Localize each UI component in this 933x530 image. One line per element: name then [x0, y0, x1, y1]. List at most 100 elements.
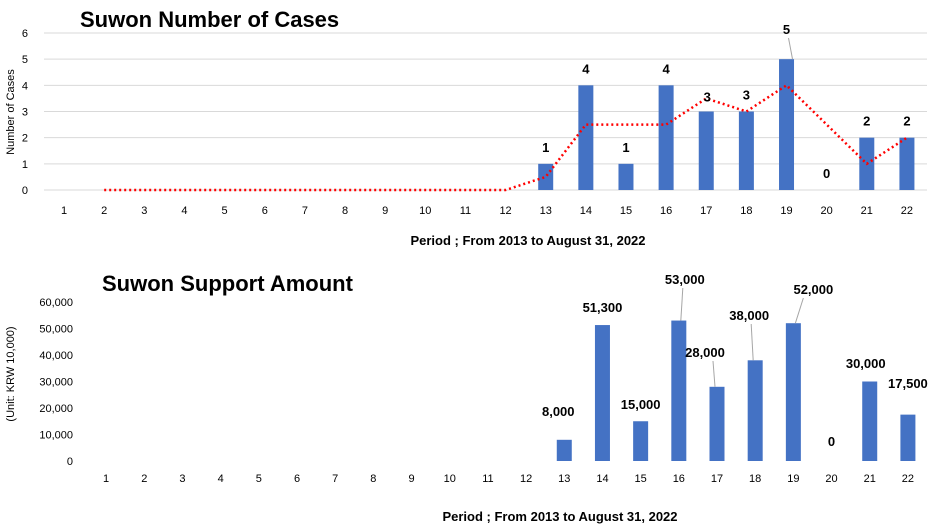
leader-line — [788, 37, 794, 60]
x-tick-label: 11 — [460, 205, 471, 217]
data-label: 30,000 — [846, 356, 886, 371]
x-tick-label: 10 — [419, 205, 431, 217]
x-tick-label: 9 — [382, 205, 388, 217]
leader-line — [794, 297, 804, 324]
x-axis-label: Period ; From 2013 to August 31, 2022 — [410, 233, 645, 248]
bar — [785, 323, 801, 461]
leader-line — [680, 287, 684, 321]
data-label: 4 — [662, 61, 670, 76]
x-tick-label: 20 — [825, 473, 837, 485]
x-tick-label: 9 — [408, 473, 414, 485]
y-axis-label: (Unit: KRW 10,000) — [5, 326, 17, 421]
data-label: 38,000 — [729, 308, 769, 323]
y-axis-label: Number of Cases — [5, 69, 17, 155]
y-tick-label: 6 — [22, 28, 28, 40]
x-tick-label: 1 — [61, 205, 67, 217]
x-tick-label: 8 — [370, 473, 376, 485]
data-label: 0 — [828, 434, 835, 449]
x-tick-label: 8 — [342, 205, 348, 217]
x-tick-label: 2 — [141, 473, 147, 485]
bar — [538, 163, 554, 190]
bar — [633, 421, 649, 461]
x-tick-label: 17 — [711, 473, 723, 485]
data-label: 15,000 — [621, 397, 661, 412]
y-tick-label: 0 — [67, 456, 73, 468]
x-tick-label: 14 — [580, 205, 592, 217]
x-tick-label: 6 — [294, 473, 300, 485]
chart-title: Suwon Number of Cases — [80, 7, 339, 32]
bar — [709, 386, 725, 461]
data-label: 51,300 — [583, 300, 623, 315]
x-tick-label: 11 — [482, 473, 493, 485]
y-tick-label: 40,000 — [39, 350, 73, 362]
data-label: 28,000 — [685, 345, 725, 360]
data-label: 8,000 — [542, 404, 575, 419]
x-tick-label: 4 — [218, 473, 224, 485]
y-tick-label: 2 — [22, 133, 28, 145]
bar — [738, 111, 754, 190]
bar — [578, 85, 594, 190]
y-tick-label: 4 — [22, 80, 28, 92]
data-label: 52,000 — [793, 282, 833, 297]
data-label: 5 — [783, 22, 790, 37]
x-tick-label: 5 — [256, 473, 262, 485]
x-tick-label: 19 — [787, 473, 799, 485]
bar — [594, 325, 610, 461]
data-label: 4 — [582, 61, 590, 76]
x-tick-label: 14 — [596, 473, 608, 485]
bar — [899, 137, 915, 190]
x-tick-label: 1 — [103, 473, 109, 485]
x-tick-label: 12 — [520, 473, 532, 485]
x-tick-label: 6 — [262, 205, 268, 217]
x-tick-label: 22 — [901, 205, 913, 217]
support-amount-chart: Suwon Support Amount (Unit: KRW 10,000) … — [5, 271, 928, 524]
y-tick-label: 20,000 — [39, 403, 73, 415]
bar — [671, 320, 687, 461]
x-axis-label: Period ; From 2013 to August 31, 2022 — [442, 509, 677, 524]
data-label: 17,500 — [888, 376, 928, 391]
x-tick-label: 21 — [861, 205, 873, 217]
x-tick-label: 18 — [749, 473, 761, 485]
leader-line — [750, 323, 754, 361]
bar — [556, 439, 572, 461]
data-label: 1 — [622, 140, 629, 155]
bar — [862, 381, 878, 461]
x-tick-label: 12 — [499, 205, 511, 217]
y-tick-label: 30,000 — [39, 377, 73, 389]
x-tick-label: 21 — [864, 473, 876, 485]
y-tick-label: 3 — [22, 107, 28, 119]
x-tick-label: 2 — [101, 205, 107, 217]
x-tick-label: 22 — [902, 473, 914, 485]
bar — [658, 85, 674, 190]
trendline — [104, 83, 908, 192]
cases-chart: Suwon Number of Cases Number of Cases 0 1… — [5, 7, 927, 248]
data-label: 1 — [542, 140, 549, 155]
bar — [900, 414, 916, 461]
y-tick-label: 1 — [22, 159, 28, 171]
x-tick-label: 15 — [620, 205, 632, 217]
y-tick-label: 10,000 — [39, 430, 73, 442]
bar — [779, 59, 795, 190]
chart-title: Suwon Support Amount — [102, 271, 354, 296]
x-tick-label: 5 — [222, 205, 228, 217]
data-label: 2 — [903, 114, 910, 129]
x-tick-label: 13 — [540, 205, 552, 217]
x-tick-label: 3 — [179, 473, 185, 485]
x-tick-label: 19 — [780, 205, 792, 217]
data-label: 0 — [823, 166, 830, 181]
x-tick-label: 7 — [302, 205, 308, 217]
data-label: 3 — [704, 90, 711, 105]
x-tick-label: 15 — [635, 473, 647, 485]
x-tick-label: 17 — [700, 205, 712, 217]
x-tick-label: 3 — [141, 205, 147, 217]
x-tick-label: 16 — [673, 473, 685, 485]
bar — [698, 111, 714, 190]
y-tick-label: 5 — [22, 54, 28, 66]
y-tick-label: 50,000 — [39, 324, 73, 336]
y-tick-label: 0 — [22, 185, 28, 197]
y-tick-label: 60,000 — [39, 297, 73, 309]
x-tick-label: 13 — [558, 473, 570, 485]
x-tick-label: 16 — [660, 205, 672, 217]
x-tick-label: 4 — [181, 205, 187, 217]
x-tick-label: 20 — [821, 205, 833, 217]
